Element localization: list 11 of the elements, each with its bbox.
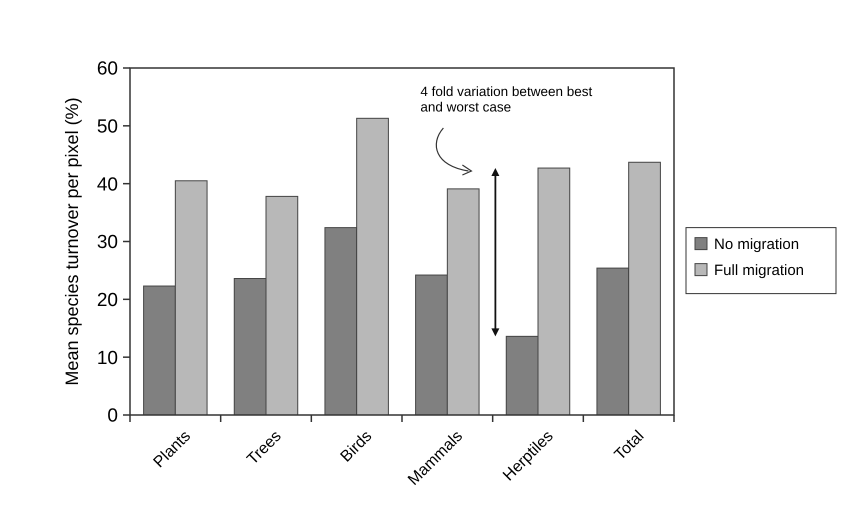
y-tick-label: 40 — [96, 174, 118, 196]
y-tick-label: 20 — [96, 290, 118, 311]
y-axis-title: Mean species turnover per pixel (%) — [62, 97, 82, 386]
y-tick-label: 0 — [107, 406, 118, 427]
y-tick-label: 50 — [96, 116, 118, 138]
y-tick-label: 30 — [96, 232, 118, 254]
annotation: 4 fold variation between best and worst case — [420, 84, 592, 115]
legend-label: No migration — [714, 236, 800, 253]
legend-label: Full migration — [714, 262, 804, 279]
y-tick-label: 60 — [96, 58, 118, 80]
y-tick-label: 10 — [96, 348, 118, 369]
